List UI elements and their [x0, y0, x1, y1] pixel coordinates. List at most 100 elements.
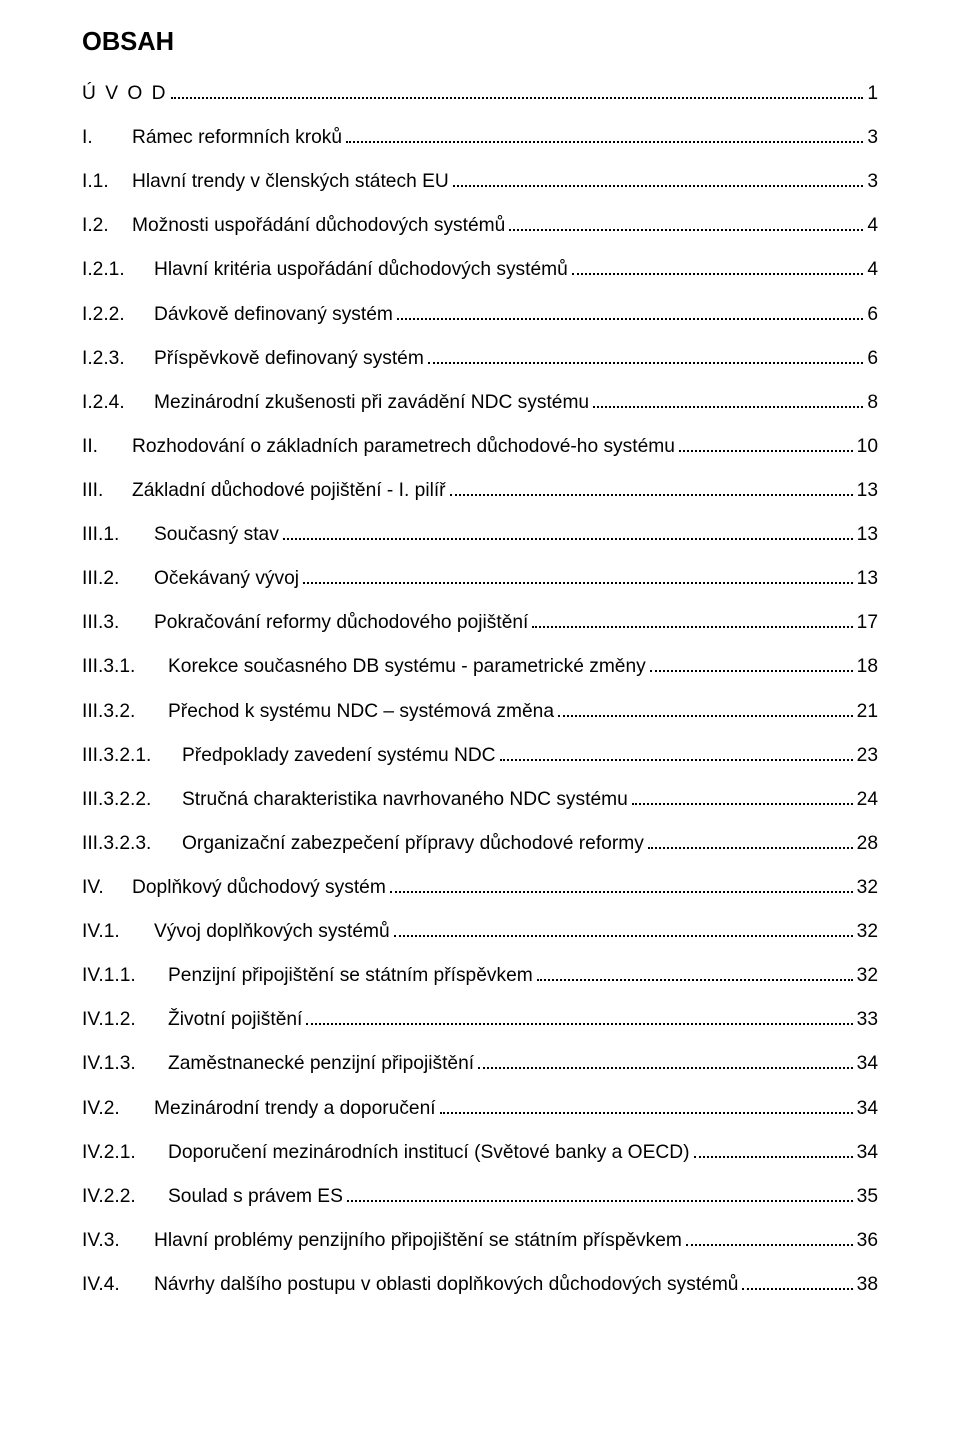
- toc-row: IV.1.2.Životní pojištění 33: [82, 1007, 878, 1033]
- toc-entry-number: IV.2.1.: [82, 1140, 168, 1166]
- toc-entry-page: 8: [867, 390, 878, 416]
- toc-leader-dots: [500, 745, 853, 760]
- toc-entry-page: 18: [857, 654, 878, 680]
- toc-entry-number: III.1.: [82, 522, 154, 548]
- toc-leader-dots: [397, 304, 863, 319]
- toc-leader-dots: [478, 1054, 853, 1069]
- toc-entry-page: 32: [857, 963, 878, 989]
- toc-row: I.1.Hlavní trendy v členských státech EU…: [82, 169, 878, 195]
- toc-entry-page: 13: [857, 566, 878, 592]
- toc-entry-label: Soulad s právem ES: [168, 1184, 343, 1210]
- toc-leader-dots: [686, 1230, 853, 1245]
- toc-entry-number: IV.: [82, 875, 132, 901]
- toc-entry-label: Pokračování reformy důchodového pojištěn…: [154, 610, 528, 636]
- toc-row: IV.1.3.Zaměstnanecké penzijní připojiště…: [82, 1051, 878, 1077]
- toc-page: OBSAH Ú V O D 1I.Rámec reformních kroků …: [0, 0, 960, 1366]
- toc-row: III.3.2.1.Předpoklady zavedení systému N…: [82, 743, 878, 769]
- toc-leader-dots: [694, 1142, 853, 1157]
- toc-row: IV.1.1.Penzijní připojištění se státním …: [82, 963, 878, 989]
- toc-entry-number: III.3.2.: [82, 699, 168, 725]
- toc-entry-page: 4: [867, 257, 878, 283]
- toc-entry-label: Předpoklady zavedení systému NDC: [182, 743, 496, 769]
- toc-entry-page: 6: [867, 346, 878, 372]
- toc-leader-dots: [632, 789, 853, 804]
- toc-entry-label: Doplňkový důchodový systém: [132, 875, 386, 901]
- toc-leader-dots: [593, 392, 863, 407]
- toc-row: IV.4.Návrhy dalšího postupu v oblasti do…: [82, 1272, 878, 1298]
- toc-entry-number: III.2.: [82, 566, 154, 592]
- toc-leader-dots: [306, 1010, 852, 1025]
- toc-entry-page: 32: [857, 875, 878, 901]
- toc-leader-dots: [532, 613, 852, 628]
- toc-leader-dots: [648, 833, 853, 848]
- toc-entry-page: 28: [857, 831, 878, 857]
- toc-row: I.2.2.Dávkově definovaný systém 6: [82, 302, 878, 328]
- toc-entry-label: Hlavní kritéria uspořádání důchodových s…: [154, 257, 568, 283]
- toc-leader-dots: [390, 878, 853, 893]
- toc-entry-label: Mezinárodní trendy a doporučení: [154, 1096, 436, 1122]
- toc-leader-dots: [394, 922, 853, 937]
- toc-row: III.1.Současný stav 13: [82, 522, 878, 548]
- toc-entry-label: Ú V O D: [82, 81, 167, 107]
- toc-entry-page: 13: [857, 522, 878, 548]
- toc-leader-dots: [650, 657, 853, 672]
- toc-row: I.2.4.Mezinárodní zkušenosti při zaváděn…: [82, 390, 878, 416]
- toc-entry-page: 34: [857, 1096, 878, 1122]
- toc-entry-number: III.3.2.1.: [82, 743, 182, 769]
- toc-entry-label: Penzijní připojištění se státním příspěv…: [168, 963, 533, 989]
- toc-leader-dots: [679, 436, 853, 451]
- toc-leader-dots: [453, 172, 864, 187]
- toc-leader-dots: [742, 1275, 852, 1290]
- toc-leader-dots: [428, 348, 864, 363]
- toc-leader-dots: [171, 84, 863, 99]
- toc-entry-page: 33: [857, 1007, 878, 1033]
- toc-row: III.Základní důchodové pojištění - I. pi…: [82, 478, 878, 504]
- toc-row: IV.2.2.Soulad s právem ES 35: [82, 1184, 878, 1210]
- toc-row: IV.3.Hlavní problémy penzijního připojiš…: [82, 1228, 878, 1254]
- toc-entry-number: I.2.1.: [82, 257, 154, 283]
- toc-entry-page: 17: [857, 610, 878, 636]
- toc-entry-page: 38: [857, 1272, 878, 1298]
- toc-entry-label: Současný stav: [154, 522, 279, 548]
- toc-entry-label: Doporučení mezinárodních institucí (Svět…: [168, 1140, 690, 1166]
- toc-entry-number: IV.2.: [82, 1096, 154, 1122]
- toc-entry-label: Návrhy dalšího postupu v oblasti doplňko…: [154, 1272, 738, 1298]
- toc-entry-page: 32: [857, 919, 878, 945]
- toc-entry-page: 13: [857, 478, 878, 504]
- toc-entry-label: Životní pojištění: [168, 1007, 302, 1033]
- toc-entry-number: I.2.4.: [82, 390, 154, 416]
- toc-entry-page: 1: [867, 81, 878, 107]
- toc-entry-label: Rámec reformních kroků: [132, 125, 342, 151]
- toc-entry-page: 3: [867, 125, 878, 151]
- toc-entry-label: Vývoj doplňkových systémů: [154, 919, 390, 945]
- toc-entry-number: IV.4.: [82, 1272, 154, 1298]
- toc-entry-label: Dávkově definovaný systém: [154, 302, 393, 328]
- toc-entry-page: 10: [857, 434, 878, 460]
- toc-leader-dots: [450, 481, 853, 496]
- toc-leader-dots: [509, 216, 863, 231]
- toc-entry-label: Hlavní trendy v členských státech EU: [132, 169, 449, 195]
- toc-entry-page: 23: [857, 743, 878, 769]
- toc-row: III.3.2.2.Stručná charakteristika navrho…: [82, 787, 878, 813]
- toc-entry-number: III.3.2.2.: [82, 787, 182, 813]
- toc-entry-label: Organizační zabezpečení přípravy důchodo…: [182, 831, 644, 857]
- toc-entry-label: Přechod k systému NDC – systémová změna: [168, 699, 554, 725]
- toc-leader-dots: [303, 569, 853, 584]
- toc-entry-label: Základní důchodové pojištění - I. pilíř: [132, 478, 446, 504]
- toc-entry-page: 34: [857, 1051, 878, 1077]
- toc-row: I.Rámec reformních kroků 3: [82, 125, 878, 151]
- toc-row: Ú V O D 1: [82, 81, 878, 107]
- toc-row: I.2.3.Příspěvkově definovaný systém 6: [82, 346, 878, 372]
- toc-entry-label: Rozhodování o základních parametrech důc…: [132, 434, 675, 460]
- toc-row: IV.2.1.Doporučení mezinárodních instituc…: [82, 1140, 878, 1166]
- toc-row: III.3.2.3.Organizační zabezpečení přípra…: [82, 831, 878, 857]
- toc-entry-number: IV.1.3.: [82, 1051, 168, 1077]
- toc-row: III.2.Očekávaný vývoj 13: [82, 566, 878, 592]
- toc-row: IV.Doplňkový důchodový systém 32: [82, 875, 878, 901]
- toc-row: IV.1.Vývoj doplňkových systémů 32: [82, 919, 878, 945]
- toc-entry-label: Možnosti uspořádání důchodových systémů: [132, 213, 505, 239]
- toc-leader-dots: [558, 701, 853, 716]
- toc-leader-dots: [346, 128, 863, 143]
- toc-entry-number: I.2.3.: [82, 346, 154, 372]
- toc-entry-label: Korekce současného DB systému - parametr…: [168, 654, 646, 680]
